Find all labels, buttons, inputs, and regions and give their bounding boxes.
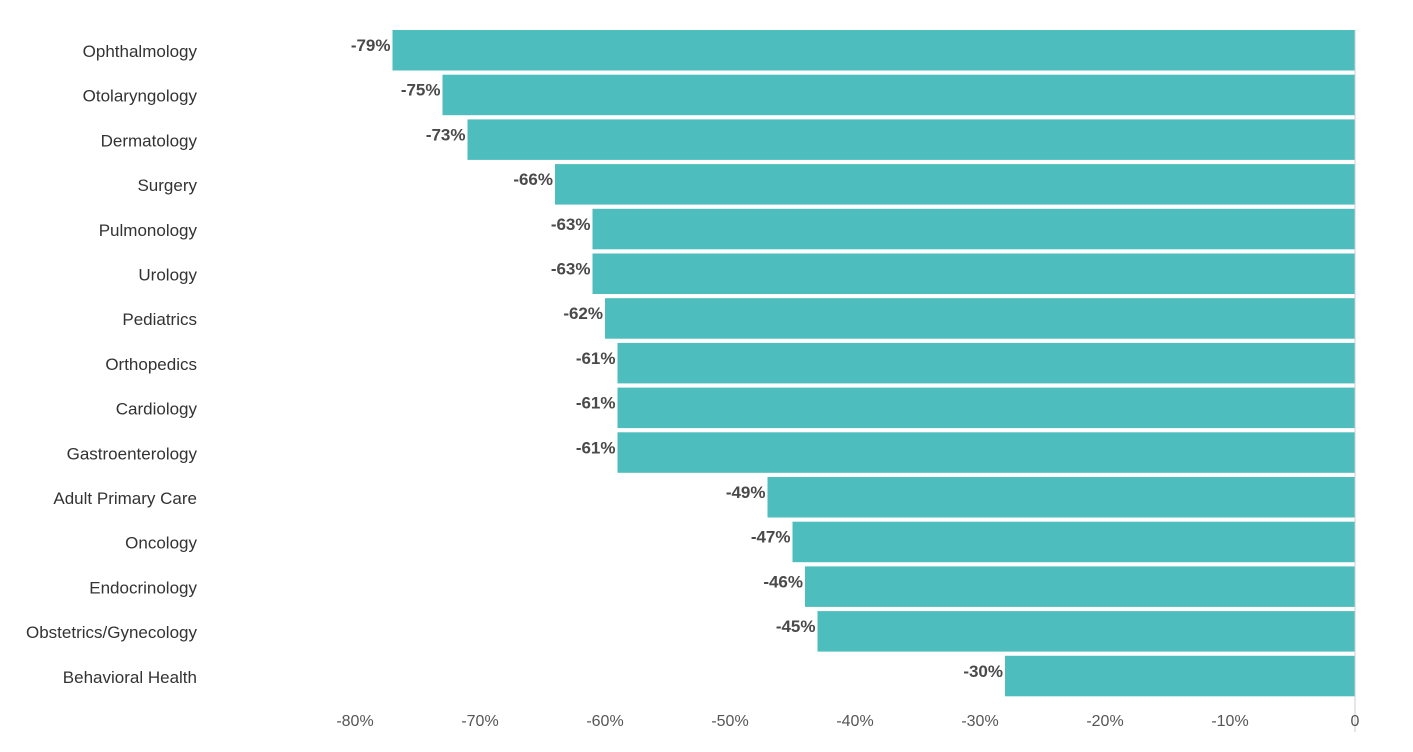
bar-behavioral-health (1005, 655, 1355, 697)
x-tick-label: -30% (961, 713, 998, 730)
category-label: Cardiology (116, 400, 198, 419)
category-label: Dermatology (101, 131, 198, 150)
bar-surgery (555, 164, 1355, 205)
data-label: -45% (776, 617, 816, 636)
data-label: -47% (751, 528, 791, 547)
bar-pulmonology (592, 208, 1355, 250)
data-label: -63% (551, 215, 591, 234)
bar-pediatrics (605, 298, 1355, 339)
data-label: -61% (576, 349, 616, 368)
x-tick-label: -20% (1086, 713, 1123, 730)
bar-oncology (792, 521, 1355, 563)
data-label: -62% (563, 304, 603, 323)
x-tick-label: 0 (1351, 713, 1360, 730)
category-label: Gastroenterology (67, 444, 198, 463)
category-labels-layer: Ophthalmology Otolaryngology Dermatology Su… (26, 42, 198, 687)
category-label: Otolaryngology (83, 87, 198, 106)
category-label: Endocrinology (89, 578, 197, 597)
x-tick-label: -60% (586, 713, 623, 730)
data-label: -61% (576, 394, 616, 413)
x-tick-label: -80% (336, 713, 373, 730)
category-label: Behavioral Health (63, 668, 197, 687)
category-label: Ophthalmology (83, 42, 198, 61)
data-labels-layer: -79% -75% -73% -66% -63% -63% -62% -61% -61% -61%… (351, 36, 1003, 681)
bar-obstetrics-gynecology (817, 611, 1355, 652)
bars-layer (392, 30, 1355, 697)
x-tick-label: -70% (461, 713, 498, 730)
bar-urology (592, 253, 1355, 294)
category-label: Pulmonology (99, 221, 198, 240)
bar-otolaryngology (442, 74, 1355, 116)
bar-ophthalmology (392, 30, 1355, 71)
bar-endocrinology (805, 566, 1355, 607)
bar-adult-primary-care (767, 477, 1355, 518)
category-label: Orthopedics (105, 355, 197, 374)
data-label: -66% (513, 170, 553, 189)
data-label: -79% (351, 36, 391, 55)
bar-dermatology (467, 119, 1355, 160)
data-label: -73% (426, 125, 466, 144)
category-label: Oncology (125, 534, 197, 553)
category-label: Surgery (137, 176, 197, 195)
category-label: Adult Primary Care (53, 489, 197, 508)
x-axis: -80% -70% -60% -50% -40% -30% -20% -10% 0 (336, 30, 1360, 732)
data-label: -30% (963, 662, 1003, 681)
category-label: Obstetrics/Gynecology (26, 623, 198, 642)
x-tick-label: -10% (1211, 713, 1248, 730)
category-label: Pediatrics (122, 310, 197, 329)
x-tick-label: -50% (711, 713, 748, 730)
data-label: -75% (401, 81, 441, 100)
bar-cardiology (617, 387, 1355, 429)
data-label: -46% (763, 572, 803, 591)
bar-orthopedics (617, 342, 1355, 384)
data-label: -49% (726, 483, 766, 502)
data-label: -63% (551, 260, 591, 279)
x-tick-label: -40% (836, 713, 873, 730)
category-label: Urology (138, 266, 197, 285)
data-label: -61% (576, 438, 616, 457)
bar-gastroenterology (617, 432, 1355, 473)
